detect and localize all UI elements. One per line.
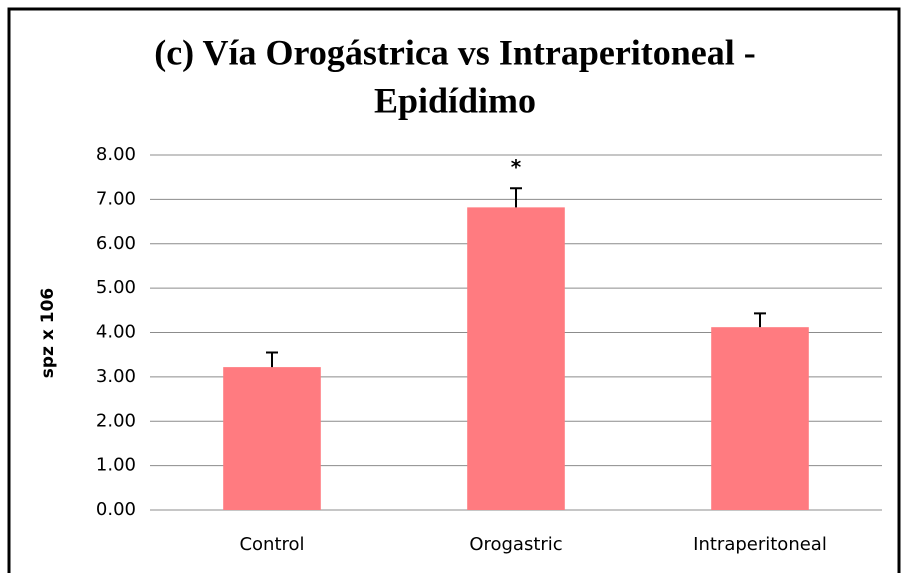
y-tick-label: 1.00 bbox=[96, 455, 136, 476]
x-tick-label: Orogastric bbox=[469, 534, 562, 555]
error-bar bbox=[510, 187, 522, 208]
chart-title: (c) Vía Orogástrica vs Intraperitoneal - bbox=[154, 32, 756, 72]
bar bbox=[467, 207, 565, 511]
y-tick-label: 3.00 bbox=[96, 366, 136, 387]
error-bar bbox=[266, 351, 278, 368]
y-tick-label: 6.00 bbox=[96, 233, 136, 254]
error-bar bbox=[754, 312, 766, 328]
y-tick-label: 4.00 bbox=[96, 322, 136, 343]
y-tick-label: 2.00 bbox=[96, 410, 136, 431]
x-tick-label: Control bbox=[239, 534, 304, 555]
y-tick-label: 5.00 bbox=[96, 277, 136, 298]
y-tick-label: 7.00 bbox=[96, 188, 136, 209]
chart-title: Epidídimo bbox=[374, 80, 536, 120]
y-tick-label: 0.00 bbox=[96, 499, 136, 520]
bar bbox=[223, 367, 321, 510]
y-axis-label: spz x 106 bbox=[38, 288, 58, 378]
bar bbox=[711, 327, 809, 510]
x-tick-label: Intraperitoneal bbox=[693, 534, 827, 555]
y-tick-label: 8.00 bbox=[96, 144, 136, 165]
annotation: * bbox=[511, 155, 522, 179]
